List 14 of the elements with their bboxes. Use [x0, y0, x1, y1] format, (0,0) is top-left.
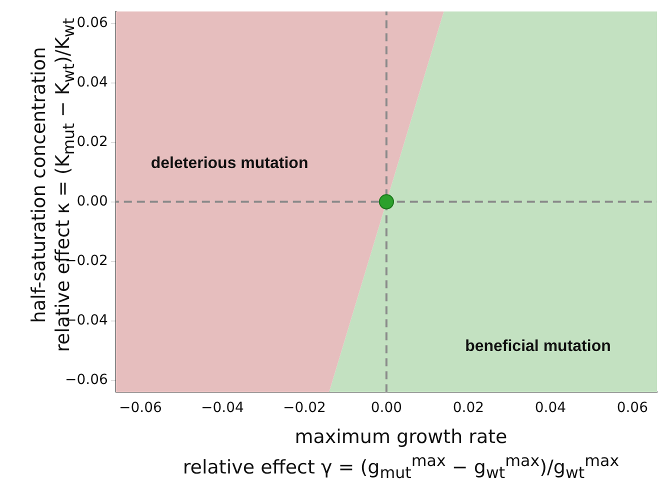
y-tick-label: 0.00 [76, 193, 108, 210]
annotation: beneficial mutation [465, 338, 611, 355]
x-tick-label: 0.02 [452, 400, 484, 416]
x-tick-label: 0.04 [534, 400, 566, 416]
x-tick-label: −0.04 [201, 400, 244, 416]
x-tick-label: −0.02 [283, 400, 326, 416]
y-tick-label: −0.06 [64, 372, 108, 388]
annotation: deleterious mutation [150, 155, 308, 172]
x-tick-label: 0.06 [616, 400, 648, 416]
y-tick-label: 0.02 [76, 134, 108, 150]
x-tick-label: −0.06 [119, 400, 162, 416]
x-tick-label: 0.00 [370, 400, 402, 416]
y-tick-label: 0.04 [76, 74, 108, 90]
y-tick-label: 0.06 [76, 14, 108, 31]
